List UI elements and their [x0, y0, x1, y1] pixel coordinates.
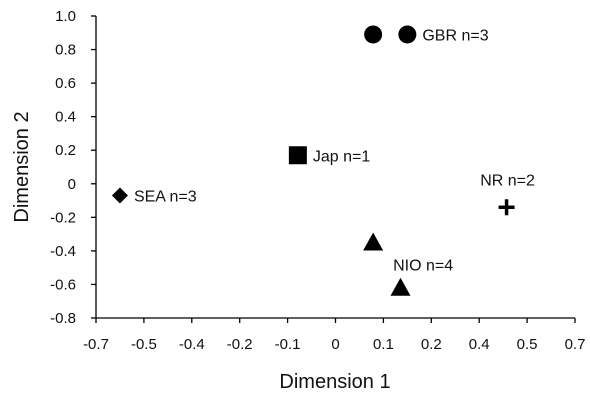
point-square [288, 146, 307, 165]
x-tick-label: 0.7 [565, 336, 586, 353]
point-plus [498, 199, 515, 216]
axes [95, 16, 575, 319]
point-triangle [390, 277, 411, 296]
point-labels: GBR n=3 Jap n=1 SEA n=3 NIO n=4 NR n=2 [134, 27, 535, 274]
x-tick-label: 0.4 [469, 336, 490, 353]
point-circle [398, 25, 417, 44]
y-tick-label: 1.0 [55, 8, 76, 25]
x-tick-label: 0.5 [517, 336, 538, 353]
point-label: GBR n=3 [422, 27, 488, 44]
y-axis-ticks: 1.0 0.8 0.6 0.4 0.2 0 -0.2 -0.4 -0.6 -0.8 [50, 8, 96, 327]
point-circle [364, 25, 383, 44]
y-tick-label: 0.6 [55, 75, 76, 92]
point-diamond [111, 187, 128, 204]
point-label: NIO n=4 [393, 258, 453, 275]
y-tick-label: 0.4 [55, 109, 76, 126]
y-tick-label: 0 [68, 176, 76, 193]
y-tick-label: 0.2 [55, 142, 76, 159]
y-tick-label: -0.2 [50, 209, 76, 226]
y-tick-label: -0.6 [50, 276, 76, 293]
data-points [111, 25, 515, 296]
point-triangle [363, 232, 384, 251]
x-tick-label: 0 [331, 336, 339, 353]
x-tick-label: 0.2 [421, 336, 442, 353]
y-tick-label: -0.4 [50, 243, 76, 260]
y-tick-label: -0.8 [50, 310, 76, 327]
x-tick-label: -0.1 [275, 336, 301, 353]
y-axis-title: Dimension 2 [11, 111, 33, 222]
x-axis-ticks: -0.7 -0.5 -0.4 -0.2 -0.1 0 0.1 0.2 0.4 0.5 0.7 [83, 318, 585, 353]
x-tick-label: -0.7 [83, 336, 109, 353]
x-tick-label: -0.4 [179, 336, 205, 353]
point-label: SEA n=3 [134, 189, 197, 206]
point-label: Jap n=1 [313, 148, 370, 165]
x-axis-title: Dimension 1 [279, 371, 390, 393]
x-tick-label: -0.5 [131, 336, 157, 353]
x-tick-label: 0.1 [373, 336, 394, 353]
point-label: NR n=2 [480, 172, 535, 189]
y-tick-label: 0.8 [55, 42, 76, 59]
x-tick-label: -0.2 [227, 336, 253, 353]
